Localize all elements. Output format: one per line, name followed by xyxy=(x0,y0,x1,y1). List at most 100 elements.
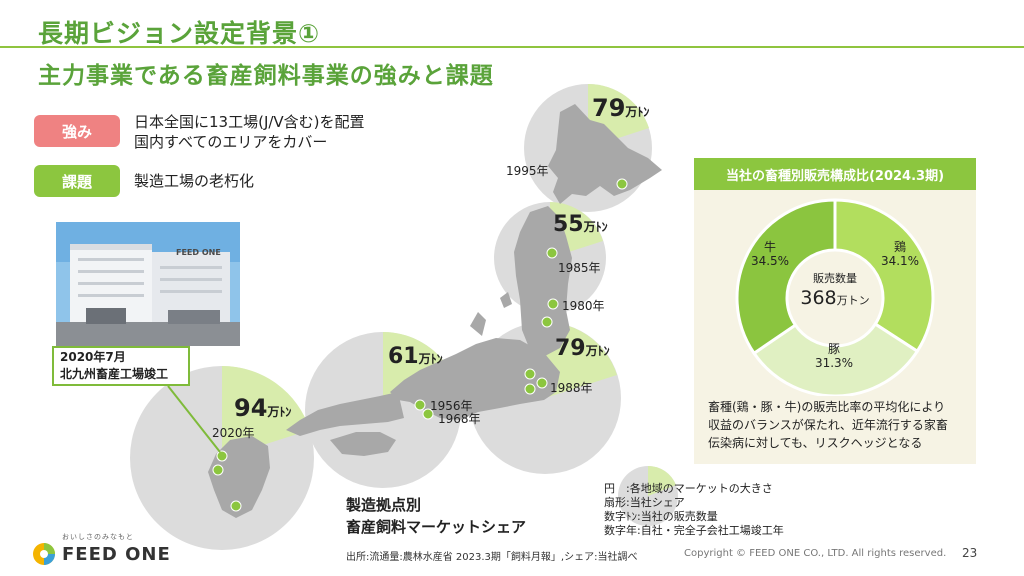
year-label: 1988年 xyxy=(550,381,593,395)
factory-dot xyxy=(541,316,553,328)
land-honshu-north xyxy=(514,206,572,356)
slice-label-chicken: 鶏 34.1% xyxy=(870,240,930,268)
center-unit: 万トン xyxy=(836,294,870,307)
logo-tagline: おいしさのみなもと xyxy=(62,533,134,541)
volume-value: 55 xyxy=(553,212,584,237)
title-divider xyxy=(0,46,1024,48)
species-donut-chart xyxy=(735,198,935,396)
volume-label-kyushu: 94万ﾄﾝ xyxy=(234,394,291,422)
japan-landmass xyxy=(208,104,662,518)
caption-leader-line xyxy=(167,385,221,453)
map-title: 製造拠点別 畜産飼料マーケットシェア xyxy=(346,494,526,538)
species-sales-panel: 当社の畜種別販売構成比(2024.3期) 鶏 34.1% 豚 31.3% 牛 3… xyxy=(694,158,976,464)
challenge-badge: 課題 xyxy=(34,165,120,197)
category-label: 牛 xyxy=(763,240,776,254)
volume-value: 61 xyxy=(388,344,419,369)
challenge-description: 製造工場の老朽化 xyxy=(134,172,255,190)
slice-label-beef: 牛 34.5% xyxy=(740,240,800,268)
caption-title: 北九州畜産工場竣工 xyxy=(60,367,169,381)
strength-line-1: 日本全国に13工場(J/V含む)を配置 xyxy=(134,113,365,131)
slice-label-pork: 豚 31.3% xyxy=(804,342,864,370)
value-label: 34.5% xyxy=(750,254,790,268)
volume-label-kanto: 79万ﾄﾝ xyxy=(555,336,610,361)
panel-description: 畜種(鶏・豚・牛)の販売比率の平均化により 収益のバランスが保たれ、近年流行する… xyxy=(708,398,968,452)
land-honshu-west xyxy=(286,392,404,436)
volume-unit: 万ﾄﾝ xyxy=(583,220,608,234)
factory-dot xyxy=(230,500,242,512)
volume-unit: 万ﾄﾝ xyxy=(267,405,292,419)
volume-unit: 万ﾄﾝ xyxy=(625,105,650,119)
map-legend: 円 :各地域のマーケットの大きさ 扇形:当社シェア 数字ﾄﾝ:当社の販売数量 数… xyxy=(604,482,784,538)
factory-sign: FEED ONE xyxy=(176,248,221,257)
page-title: 長期ビジョン設定背景① xyxy=(38,19,321,48)
factory-photo: FEED ONE xyxy=(56,222,240,346)
photo-caption: 2020年7月 北九州畜産工場竣工 xyxy=(52,346,190,386)
factory-dot xyxy=(546,247,558,259)
land-sado xyxy=(500,292,512,308)
factory-dot xyxy=(524,368,536,380)
caption-date: 2020年7月 xyxy=(60,350,126,364)
page-number: 23 xyxy=(962,546,978,560)
strength-line-2: 国内すべてのエリアをカバー xyxy=(134,133,328,151)
legend-volume-text: 数字ﾄﾝ:当社の販売数量 xyxy=(604,510,718,523)
legend-circle-text: 円 :各地域のマーケットの大きさ xyxy=(604,482,773,495)
panel-text-line-3: 伝染病に対しても、リスクヘッジとなる xyxy=(708,436,923,450)
value-label: 31.3% xyxy=(814,356,854,370)
panel-text-line-1: 畜種(鶏・豚・牛)の販売比率の平均化により xyxy=(708,400,946,414)
factory-illustration xyxy=(56,222,240,346)
center-number: 368 xyxy=(800,287,837,309)
company-logo: おいしさのみなもと FEED ONE xyxy=(32,532,171,566)
donut-labels: 鶏 34.1% 豚 31.3% 牛 34.5% 販売数量 368万トン xyxy=(694,190,976,396)
donut-center: 販売数量 368万トン xyxy=(785,270,885,313)
volume-unit: 万ﾄﾝ xyxy=(585,344,610,358)
category-label: 豚 xyxy=(827,342,840,356)
year-label: 1956年 xyxy=(430,399,473,413)
year-label: 1995年 xyxy=(506,164,549,178)
volume-label-tohoku: 55万ﾄﾝ xyxy=(553,212,608,237)
year-label: 1968年 xyxy=(438,412,481,426)
volume-value: 94 xyxy=(234,394,268,422)
volume-value: 79 xyxy=(592,94,626,122)
source-note: 出所:流通量:農林水産省 2023.3期「飼料月報」,シェア:当社調べ xyxy=(346,552,638,563)
donut-slice-chicken xyxy=(833,198,935,354)
donut-slice-pork xyxy=(751,321,920,396)
year-label: 1980年 xyxy=(562,299,605,313)
legend-year-text: 数字年:自社・完全子会社工場竣工年 xyxy=(604,524,784,537)
donut-slice-beef xyxy=(735,198,837,356)
volume-label-kinki: 61万ﾄﾝ xyxy=(388,344,443,369)
feed-one-logo-icon xyxy=(33,543,55,565)
legend-sector-text: 扇形:当社シェア xyxy=(604,496,685,509)
volume-label-hokkaido: 79万ﾄﾝ xyxy=(592,94,649,122)
factory-dots xyxy=(212,178,628,512)
copyright: Copyright © FEED ONE CO., LTD. All right… xyxy=(684,548,947,559)
value-label: 34.1% xyxy=(880,254,920,268)
factory-dot xyxy=(216,450,228,462)
map-title-line-2: 畜産飼料マーケットシェア xyxy=(346,518,527,536)
year-label: 2020年 xyxy=(212,426,255,440)
share-sector-kyushu xyxy=(222,365,310,458)
land-shikoku xyxy=(330,432,396,456)
strength-description: 日本全国に13工場(J/V含む)を配置 国内すべてのエリアをカバー xyxy=(134,112,365,152)
year-label: 1985年 xyxy=(558,261,601,275)
land-honshu-central xyxy=(390,338,560,420)
factory-dot xyxy=(616,178,628,190)
factory-dot xyxy=(536,377,548,389)
factory-dot xyxy=(414,399,426,411)
page-subtitle: 主力事業である畜産飼料事業の強みと課題 xyxy=(38,63,494,89)
factory-dot xyxy=(524,383,536,395)
factory-dot xyxy=(212,464,224,476)
panel-text-line-2: 収益のバランスが保たれ、近年流行する家畜 xyxy=(708,418,948,432)
logo-name: FEED ONE xyxy=(62,543,171,565)
center-value: 368万トン xyxy=(785,286,885,313)
category-label: 鶏 xyxy=(893,240,906,254)
strength-badge: 強み xyxy=(34,115,120,147)
factory-dot xyxy=(547,298,559,310)
donut-chart-title: 当社の畜種別販売構成比(2024.3期) xyxy=(694,158,976,190)
center-label: 販売数量 xyxy=(813,272,857,285)
volume-unit: 万ﾄﾝ xyxy=(418,352,443,366)
legend-sector xyxy=(648,465,676,496)
volume-value: 79 xyxy=(555,336,586,361)
factory-dot xyxy=(422,408,434,420)
map-title-line-1: 製造拠点別 xyxy=(346,496,422,514)
land-hokkaido xyxy=(548,104,662,204)
